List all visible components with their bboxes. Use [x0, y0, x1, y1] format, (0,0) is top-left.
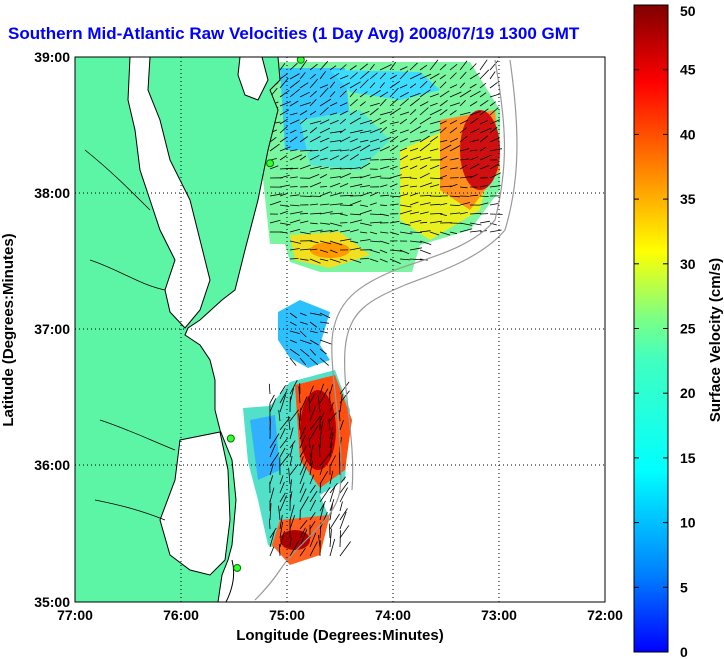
colorbar-tick-label: 45 — [680, 62, 696, 78]
y-tick-label: 35:00 — [34, 594, 70, 610]
colorbar-tick-label: 15 — [680, 450, 696, 466]
delaware-bay — [237, 57, 269, 101]
x-tick-label: 73:00 — [481, 607, 517, 623]
colorbar-tick-label: 30 — [680, 256, 696, 272]
y-axis-label: Latitude (Degrees:Minutes) — [0, 233, 17, 426]
y-tick-label: 38:00 — [34, 185, 70, 201]
x-tick-label: 75:00 — [269, 607, 305, 623]
x-tick-label: 76:00 — [163, 607, 199, 623]
mainland — [75, 57, 281, 602]
x-tick-label: 74:00 — [375, 607, 411, 623]
y-tick-label: 36:00 — [34, 457, 70, 473]
x-tick-label: 72:00 — [587, 607, 623, 623]
land-mass — [75, 57, 281, 602]
map-plot-area — [74, 56, 606, 603]
colorbar: 0 5 10 15 20 25 30 35 40 45 50 Surface Velocity (c… — [633, 3, 724, 659]
colorbar-label: Surface Velocity (cm/s) — [707, 258, 724, 422]
y-tick-label: 39:00 — [34, 49, 70, 65]
map-title: Southern Mid-Atlantic Raw Velocities (1 … — [8, 24, 580, 43]
map-frame — [74, 56, 606, 603]
chesapeake-bay — [127, 57, 211, 329]
colorbar-tick-label: 40 — [680, 126, 696, 142]
radar-stations — [226, 57, 305, 572]
map-grid — [75, 57, 605, 602]
radar-station-marker — [296, 57, 305, 64]
pamlico-sound — [159, 431, 231, 576]
y-tick-label: 37:00 — [34, 321, 70, 337]
colorbar-tick-label: 5 — [680, 579, 688, 595]
colorbar-tick-label: 35 — [680, 191, 696, 207]
radar-station-marker — [266, 159, 275, 168]
x-axis-label: Longitude (Degrees:Minutes) — [236, 627, 444, 644]
colorbar-ticks: 0 5 10 15 20 25 30 35 40 45 50 — [634, 3, 696, 659]
velocity-arrows — [268, 59, 503, 557]
x-tick-label: 77:00 — [57, 607, 93, 623]
colorbar-gradient — [633, 4, 669, 653]
x-axis: 77:00 76:00 75:00 74:00 73:00 72:00 Long… — [57, 607, 623, 644]
colorbar-tick-label: 10 — [680, 515, 696, 531]
radar-station-marker — [226, 434, 235, 443]
radar-station-marker — [233, 563, 242, 572]
bathymetry-contours — [254, 59, 518, 601]
colorbar-tick-label: 25 — [680, 321, 696, 337]
y-axis: 39:00 38:00 37:00 36:00 35:00 Latitude (… — [0, 49, 70, 610]
colorbar-tick-label: 0 — [680, 644, 688, 659]
colorbar-tick-label: 20 — [680, 385, 696, 401]
colorbar-tick-label: 50 — [680, 3, 696, 19]
